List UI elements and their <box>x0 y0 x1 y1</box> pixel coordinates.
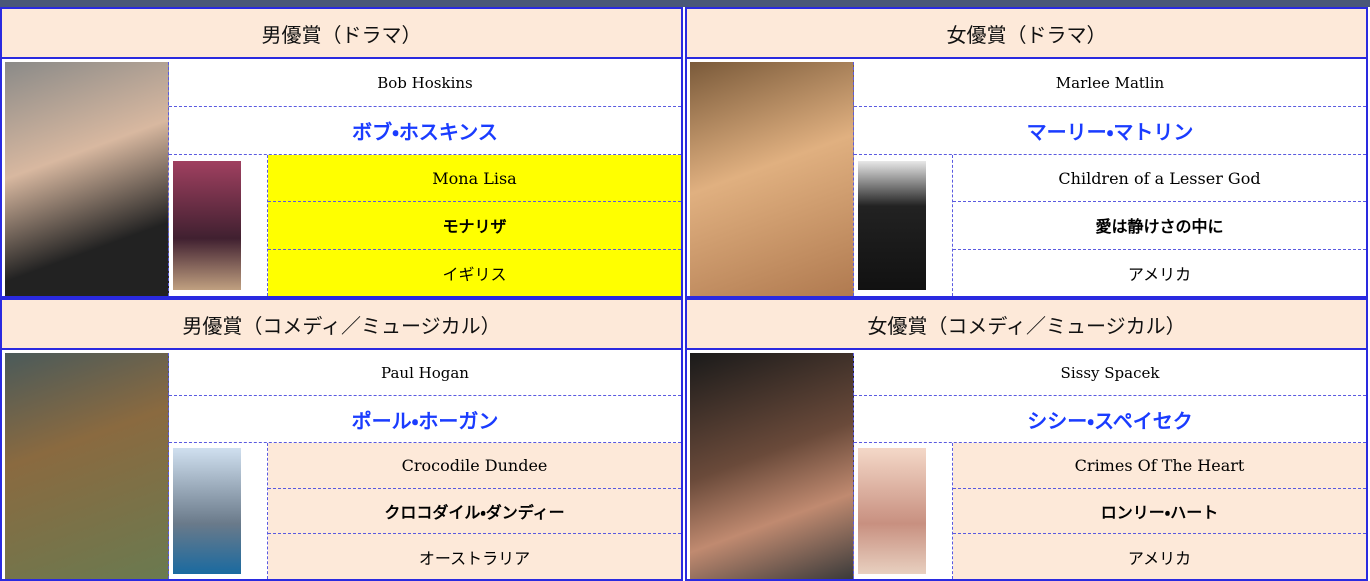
film-title-en: Crimes Of The Heart <box>953 443 1366 489</box>
panel-body: Bob Hoskins ボブ・ホスキンス Mona Lisa モナリザイギリス <box>2 59 681 296</box>
award-panel: 男優賞（ドラマ） Bob Hoskins ボブ・ホスキンス Mona Lisa モナリザ… <box>0 7 683 298</box>
film-section: Mona Lisa モナリザイギリス <box>169 155 681 296</box>
actor-photo <box>5 353 169 579</box>
poster-cell <box>854 442 953 580</box>
film-title-en: Crocodile Dundee <box>268 443 681 489</box>
film-poster <box>173 448 241 574</box>
actor-name-ja: ポール・ホーガン <box>169 396 681 443</box>
film-country: アメリカ <box>1127 264 1192 284</box>
actor-name-en: Bob Hoskins <box>169 59 681 107</box>
actor-name-ja: マーリー・マトリン <box>854 107 1366 155</box>
film-country: イギリス <box>442 264 507 284</box>
actor-info: Sissy Spacek シシー・スペイセク Crimes Of The Heart… <box>854 350 1366 580</box>
category-header: 男優賞（コメディ／ミュージカル） <box>2 300 681 350</box>
film-title-en: Mona Lisa <box>268 155 681 203</box>
top-bar <box>0 0 1370 7</box>
film-country: アメリカ <box>1127 548 1192 568</box>
panel-body: Paul Hogan ポール・ホーガン Crocodile Dundee クロコダイル… <box>2 350 681 580</box>
film-section: Children of a Lesser God 愛は静けさの中にアメリカ <box>854 155 1366 296</box>
film-title-ja: ロンリー・ハート <box>953 489 1366 535</box>
film-section: Crimes Of The Heart ロンリー・ハートアメリカ <box>854 442 1366 580</box>
category-header: 男優賞（ドラマ） <box>2 9 681 59</box>
panel-body: Sissy Spacek シシー・スペイセク Crimes Of The Heart… <box>687 350 1366 580</box>
poster-cell <box>169 442 268 580</box>
film-poster <box>173 160 241 291</box>
film-poster <box>858 160 926 291</box>
film-title-en: Children of a Lesser God <box>953 155 1366 203</box>
actor-name-en: Sissy Spacek <box>854 350 1366 397</box>
film-rows: Crimes Of The Heart ロンリー・ハートアメリカ <box>953 442 1366 580</box>
award-panel: 女優賞（ドラマ） Marlee Matlin マーリー・マトリン Children o… <box>685 7 1368 298</box>
poster-cell <box>854 155 953 296</box>
award-panel: 男優賞（コメディ／ミュージカル） Paul Hogan ポール・ホーガン Crocod… <box>0 298 683 581</box>
actor-photo <box>5 62 169 296</box>
category-header: 女優賞（コメディ／ミュージカル） <box>687 300 1366 350</box>
panel-body: Marlee Matlin マーリー・マトリン Children of a Less… <box>687 59 1366 296</box>
award-panel: 女優賞（コメディ／ミュージカル） Sissy Spacek シシー・スペイセク Cri… <box>685 298 1368 581</box>
category-header: 女優賞（ドラマ） <box>687 9 1366 59</box>
actor-photo <box>690 62 854 296</box>
film-section: Crocodile Dundee クロコダイル・ダンディーオーストラリア <box>169 442 681 580</box>
film-country: オーストラリア <box>418 548 531 568</box>
actor-name-ja: ボブ・ホスキンス <box>169 107 681 155</box>
film-title-ja: 愛は静けさの中に <box>953 202 1366 250</box>
film-poster <box>858 448 926 574</box>
actor-info: Paul Hogan ポール・ホーガン Crocodile Dundee クロコダイル… <box>169 350 681 580</box>
actor-name-ja: シシー・スペイセク <box>854 396 1366 443</box>
actor-info: Bob Hoskins ボブ・ホスキンス Mona Lisa モナリザイギリス <box>169 59 681 296</box>
poster-cell <box>169 155 268 296</box>
actor-name-en: Marlee Matlin <box>854 59 1366 107</box>
film-title-ja: クロコダイル・ダンディー <box>268 489 681 535</box>
film-rows: Mona Lisa モナリザイギリス <box>268 155 681 296</box>
film-rows: Children of a Lesser God 愛は静けさの中にアメリカ <box>953 155 1366 296</box>
film-rows: Crocodile Dundee クロコダイル・ダンディーオーストラリア <box>268 442 681 580</box>
actor-photo <box>690 353 854 579</box>
film-title-ja: モナリザ <box>268 202 681 250</box>
actor-info: Marlee Matlin マーリー・マトリン Children of a Less… <box>854 59 1366 296</box>
actor-name-en: Paul Hogan <box>169 350 681 397</box>
